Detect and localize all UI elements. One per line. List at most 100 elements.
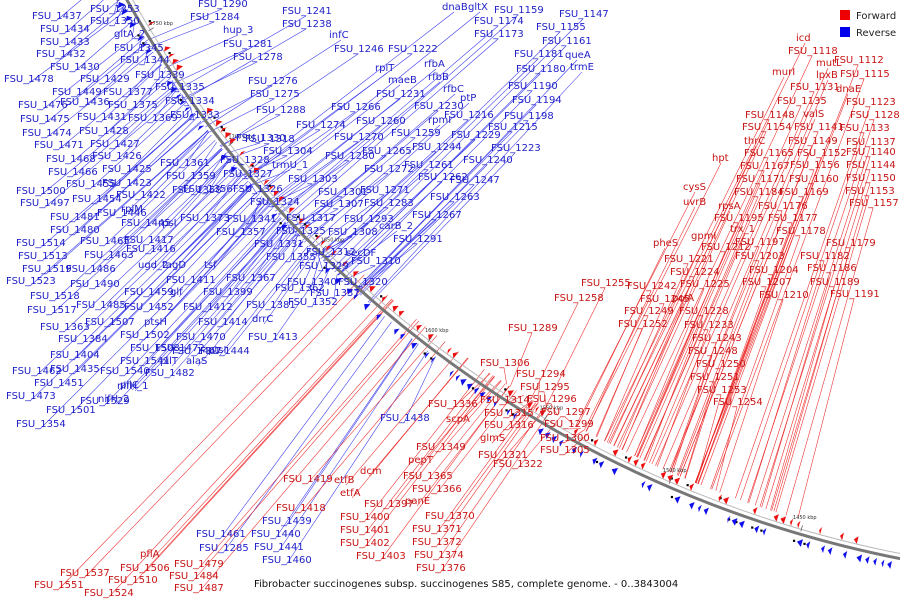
- reverse-gene-label: FSU_1304: [263, 146, 313, 157]
- forward-feature-arrow: [627, 455, 633, 464]
- reverse-feature-arrow: [231, 166, 238, 173]
- forward-leader-line: [668, 118, 816, 472]
- forward-gene-label: FSU_1153: [845, 186, 895, 197]
- feature-marker: [296, 215, 300, 218]
- reverse-gene-label: FSU_1190: [508, 81, 558, 92]
- feature-marker: [268, 184, 271, 187]
- reverse-gene-label: FSU_1541: [120, 356, 170, 367]
- kbp-tick: [543, 414, 548, 421]
- reverse-leader-line: [326, 58, 539, 265]
- forward-gene-label: FSU_1210: [759, 290, 809, 301]
- reverse-feature-arrow: [538, 428, 544, 436]
- reverse-leader-line: [151, 88, 178, 124]
- reverse-gene-label: FSU_1355: [266, 252, 316, 263]
- forward-feature-arrow: [164, 46, 171, 52]
- feature-marker: [686, 484, 689, 487]
- reverse-leader-line: [337, 73, 541, 275]
- reverse-leader-line: [283, 14, 519, 221]
- reverse-leader-line: [183, 61, 258, 98]
- reverse-leader-line: [269, 248, 311, 311]
- reverse-gene-label: glf: [170, 287, 183, 298]
- forward-leader-line: [586, 290, 652, 432]
- forward-gene-label: FSU_1253: [697, 385, 747, 396]
- reverse-feature-arrow: [245, 185, 253, 191]
- forward-leader-line: [457, 380, 502, 425]
- forward-leader-line: [306, 335, 438, 485]
- forward-feature-arrow: [840, 532, 844, 541]
- reverse-gene-label: FSU_1377: [103, 87, 153, 98]
- forward-gene-label: FSU_1322: [493, 459, 543, 470]
- reverse-gene-label: FSU_1470: [176, 332, 226, 343]
- reverse-leader-line: [338, 181, 443, 276]
- reverse-gene-label: FSU_1159: [494, 5, 544, 16]
- feature-marker: [380, 295, 383, 298]
- reverse-leader-line: [103, 218, 282, 407]
- reverse-leader-line: [63, 0, 120, 48]
- reverse-feature-arrow: [449, 370, 455, 377]
- forward-gene-label: FSU_1154: [742, 122, 792, 133]
- reverse-leader-line: [125, 108, 192, 175]
- forward-leader-line: [503, 367, 507, 385]
- forward-leader-line: [151, 298, 393, 560]
- reverse-gene-label: FSU_1330: [236, 133, 286, 144]
- feature-marker: [792, 539, 796, 542]
- forward-gene-label: FSU_1306: [480, 358, 530, 369]
- reverse-leader-line: [178, 199, 266, 298]
- feature-marker: [220, 126, 223, 129]
- reverse-gene-label: FSU_1432: [36, 49, 86, 60]
- reverse-gene-label: FSU_1417: [124, 235, 174, 246]
- reverse-leader-line: [35, 177, 246, 377]
- feature-marker: [591, 439, 594, 442]
- reverse-gene-label: rfbA: [424, 59, 445, 70]
- feature-marker: [279, 222, 282, 225]
- forward-feature-arrow: [574, 428, 579, 436]
- reverse-gene-label: FSU_1363: [40, 322, 90, 333]
- reverse-leader-line: [219, 114, 281, 147]
- reverse-gene-label: FSU_1267: [412, 210, 462, 221]
- forward-leader-line: [57, 274, 365, 591]
- forward-gene-label: FSU_1178: [776, 226, 826, 237]
- forward-feature-arrow: [452, 352, 459, 359]
- reverse-leader-line: [333, 274, 338, 299]
- reverse-leader-line: [41, 121, 202, 262]
- forward-leader-line: [698, 274, 774, 485]
- reverse-feature-arrow: [346, 288, 354, 295]
- forward-feature-arrow: [326, 245, 332, 252]
- reverse-gene-label: FSU_1293: [344, 214, 394, 225]
- forward-leader-line: [435, 390, 517, 495]
- reverse-gene-label: FSU_1181: [514, 49, 564, 60]
- feature-marker: [504, 388, 507, 391]
- reverse-gene-label: queA: [565, 50, 591, 61]
- reverse-feature-arrow: [727, 515, 731, 524]
- reverse-gene-label: FSU_1278: [233, 52, 283, 63]
- forward-feature-arrow: [416, 324, 423, 332]
- forward-feature-arrow: [289, 207, 295, 214]
- forward-leader-line: [363, 369, 485, 523]
- forward-gene-label: FSU_1245: [640, 294, 690, 305]
- reverse-gene-label: FSU_1412: [183, 302, 233, 313]
- forward-gene-label: FSU_1537: [60, 568, 110, 579]
- forward-leader-line: [651, 91, 815, 465]
- reverse-feature-arrow: [125, 15, 133, 22]
- reverse-gene-label: FSU_1367: [226, 273, 276, 284]
- forward-leader-line: [765, 169, 871, 509]
- reverse-leader-line: [147, 158, 231, 246]
- reverse-gene-label: FSU_1215: [488, 122, 538, 133]
- forward-leader-line: [564, 416, 574, 425]
- reverse-gene-label: FSU_1262: [418, 172, 468, 183]
- reverse-gene-label: FSU_1285: [199, 543, 249, 554]
- forward-feature-arrow: [381, 296, 388, 303]
- reverse-leader-line: [334, 139, 476, 273]
- reverse-feature-arrow: [353, 294, 359, 301]
- reverse-leader-line: [239, 197, 264, 238]
- reverse-feature-arrow: [592, 457, 598, 465]
- reverse-gene-label: FSU_1161: [542, 36, 592, 47]
- forward-gene-label: dnaE: [836, 84, 861, 95]
- reverse-gene-label: FSU_1324: [250, 197, 300, 208]
- forward-gene-label: FSU_1128: [850, 110, 900, 121]
- reverse-gene-label: FSU_1529: [80, 396, 130, 407]
- reverse-gene-label: FSU_1329: [299, 261, 349, 272]
- reverse-leader-line: [220, 53, 359, 148]
- reverse-leader-line: [354, 131, 513, 291]
- reverse-gene-label: FSU_1437: [32, 11, 82, 22]
